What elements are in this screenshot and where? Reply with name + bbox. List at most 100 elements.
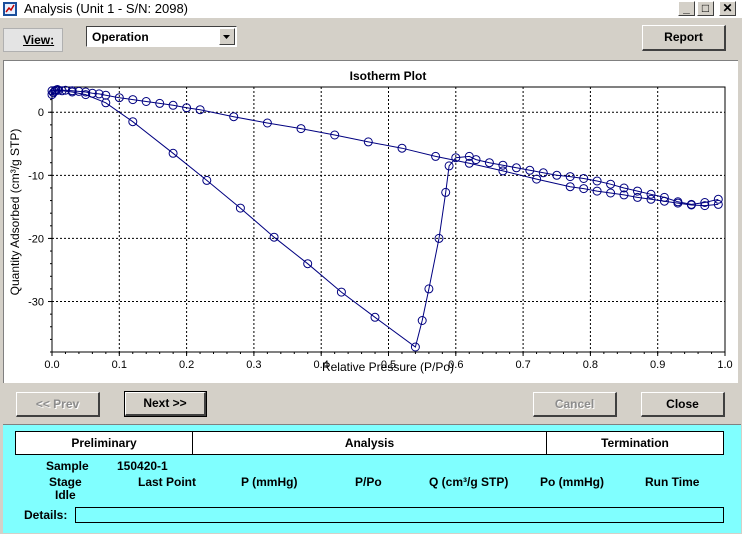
data-point xyxy=(511,163,521,173)
data-point xyxy=(673,197,683,207)
data-point xyxy=(659,192,669,202)
grid xyxy=(52,87,725,352)
y-tick-label: -30 xyxy=(28,297,44,309)
data-point xyxy=(47,86,57,96)
data-point xyxy=(128,117,138,127)
app-icon xyxy=(3,2,17,16)
phase-analysis: Analysis xyxy=(344,436,395,450)
data-point xyxy=(182,103,192,113)
plot-panel xyxy=(3,60,738,383)
data-point xyxy=(700,201,710,211)
data-point xyxy=(538,168,548,178)
data-point xyxy=(81,90,91,100)
data-point xyxy=(336,287,346,297)
data-point xyxy=(633,192,642,202)
data-point xyxy=(532,174,542,184)
data-point xyxy=(700,198,710,207)
data-point xyxy=(686,199,696,209)
minimize-button[interactable]: _ xyxy=(678,1,695,16)
data-point xyxy=(434,233,444,243)
data-point xyxy=(592,176,602,186)
data-point xyxy=(464,151,474,161)
report-button[interactable]: Report xyxy=(642,25,726,51)
phase-indicator xyxy=(15,431,724,455)
data-point xyxy=(484,158,494,168)
x-tick-label: 0.1 xyxy=(112,359,127,371)
data-point xyxy=(141,97,151,106)
x-tick-label: 0.6 xyxy=(448,359,463,371)
x-tick-label: 0.2 xyxy=(179,359,194,371)
data-point xyxy=(155,98,165,108)
data-point xyxy=(94,89,104,99)
data-point xyxy=(50,85,60,95)
cancel-button[interactable]: Cancel xyxy=(533,392,617,417)
y-tick-label: -20 xyxy=(28,233,44,245)
data-point xyxy=(713,199,723,209)
y-tick-label: -10 xyxy=(28,170,44,182)
x-tick-label: 0.7 xyxy=(515,359,530,371)
data-point xyxy=(57,86,67,96)
data-point xyxy=(619,190,629,200)
data-point xyxy=(606,179,616,189)
data-point xyxy=(114,93,124,103)
stage-value: Idle xyxy=(55,488,76,502)
data-point xyxy=(633,186,642,196)
x-tick-label: 1.0 xyxy=(717,359,732,371)
data-point xyxy=(61,85,70,95)
data-point xyxy=(262,118,272,128)
data-point xyxy=(619,183,629,193)
pressure-header: P (mmHg) xyxy=(241,475,298,489)
data-point xyxy=(646,189,656,199)
phase-preliminary: Preliminary xyxy=(71,436,137,450)
data-point xyxy=(168,100,178,110)
chart-title: Isotherm Plot xyxy=(350,69,427,83)
data-point xyxy=(410,342,420,352)
details-field xyxy=(75,507,724,523)
view-select-value[interactable]: Operation xyxy=(92,30,149,44)
series-line xyxy=(51,89,719,348)
data-point xyxy=(81,87,91,97)
view-select-arrow[interactable] xyxy=(219,28,235,45)
data-point xyxy=(464,158,474,168)
quantity-header: Q (cm³/g STP) xyxy=(429,475,509,489)
data-point xyxy=(330,130,340,140)
view-select[interactable] xyxy=(86,26,237,47)
y-tick-label: 0 xyxy=(38,107,44,119)
window-title: Analysis (Unit 1 - S/N: 2098) xyxy=(24,1,189,16)
data-point xyxy=(441,187,451,197)
data-point xyxy=(397,143,407,153)
saturation-pressure-header: Po (mmHg) xyxy=(540,475,604,489)
data-point xyxy=(370,312,380,322)
data-point xyxy=(296,124,306,134)
data-point xyxy=(128,95,138,105)
sample-value: 150420-1 xyxy=(117,459,168,473)
last-point-header: Last Point xyxy=(138,475,197,489)
x-tick-label: 0.3 xyxy=(246,359,261,371)
data-point xyxy=(579,174,589,183)
close-button[interactable]: Close xyxy=(641,392,725,417)
data-point xyxy=(235,203,245,213)
data-point xyxy=(195,105,205,115)
run-time-header: Run Time xyxy=(645,475,700,489)
data-point xyxy=(565,182,575,192)
phase-divider xyxy=(192,431,193,455)
sample-label: Sample xyxy=(46,459,89,473)
x-tick-label: 0.9 xyxy=(650,359,665,371)
x-tick-label: 0.8 xyxy=(583,359,598,371)
details-label: Details: xyxy=(24,508,68,522)
stage-label: Stage xyxy=(49,475,82,489)
data-point xyxy=(202,175,212,185)
nav-row xyxy=(0,384,742,424)
maximize-button[interactable]: □ xyxy=(697,1,714,16)
phase-termination: Termination xyxy=(601,436,669,450)
data-point xyxy=(67,87,77,97)
next-button[interactable]: Next >> xyxy=(124,391,207,417)
data-point xyxy=(444,161,454,171)
axis-ticks: 0.0 0.1 0.2 0.3 0.4 0.5 0.6 0.7 0.8 0.9 1.0 0 -10 -20… xyxy=(28,86,733,371)
data-point xyxy=(417,316,427,325)
prev-button[interactable]: << Prev xyxy=(16,392,100,417)
data-point xyxy=(431,151,441,161)
close-window-button[interactable]: ✕ xyxy=(719,1,736,16)
data-point xyxy=(168,148,178,158)
data-point xyxy=(229,112,239,122)
